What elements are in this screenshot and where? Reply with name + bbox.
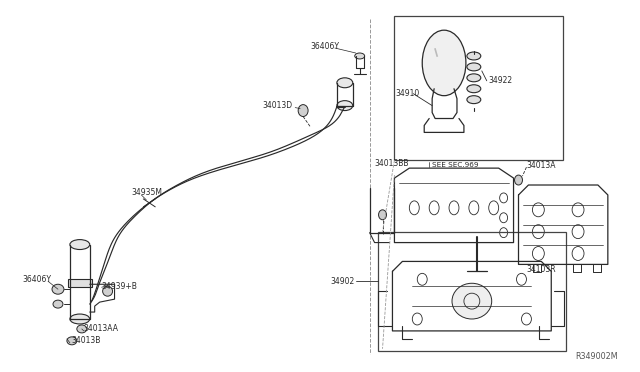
Ellipse shape [515, 175, 522, 185]
Text: 34013AA: 34013AA [84, 324, 119, 333]
Ellipse shape [298, 105, 308, 116]
Ellipse shape [467, 74, 481, 82]
Ellipse shape [452, 283, 492, 319]
Ellipse shape [355, 53, 365, 59]
Text: 34922: 34922 [489, 76, 513, 85]
Text: SEE SEC.969: SEE SEC.969 [432, 162, 479, 168]
Ellipse shape [67, 337, 77, 345]
Text: 34013D: 34013D [262, 101, 292, 110]
Ellipse shape [102, 286, 113, 296]
Bar [394, 16, 563, 160]
Text: 34902: 34902 [330, 277, 355, 286]
Bar [378, 232, 566, 351]
Ellipse shape [467, 96, 481, 104]
Text: R349002M: R349002M [575, 352, 618, 361]
Bar [68, 279, 92, 287]
Ellipse shape [378, 210, 387, 220]
Ellipse shape [337, 78, 353, 88]
Ellipse shape [70, 240, 90, 250]
Ellipse shape [467, 85, 481, 93]
Text: 34013A: 34013A [527, 161, 556, 170]
Ellipse shape [467, 52, 481, 60]
Ellipse shape [70, 314, 90, 324]
Ellipse shape [77, 325, 87, 333]
Text: 36406Y: 36406Y [310, 42, 339, 51]
Ellipse shape [422, 30, 466, 96]
Ellipse shape [52, 284, 64, 294]
Text: 34013BB: 34013BB [374, 159, 409, 168]
Ellipse shape [337, 101, 353, 110]
Text: 34910: 34910 [396, 89, 420, 98]
Text: 34935M: 34935M [131, 189, 163, 198]
Text: 34013B: 34013B [72, 336, 101, 345]
Text: 34103R: 34103R [527, 265, 556, 274]
Text: 36406Y: 36406Y [22, 275, 51, 284]
Ellipse shape [53, 300, 63, 308]
Text: 34939+B: 34939+B [102, 282, 138, 291]
Ellipse shape [467, 63, 481, 71]
